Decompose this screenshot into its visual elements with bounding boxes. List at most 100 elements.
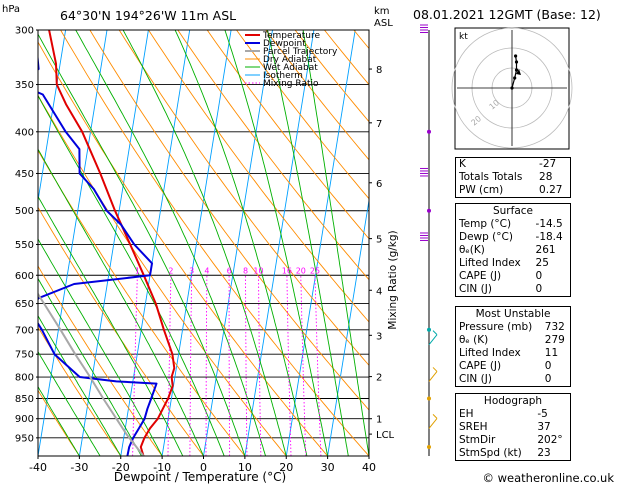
isotherm-line <box>244 30 315 456</box>
most-unstable-row: θₑ (K) 279 <box>456 334 570 347</box>
pressure-tick-label: 600 <box>15 271 34 282</box>
wet-adiabat-line <box>38 350 101 456</box>
surface-label: CAPE (J) <box>459 270 502 282</box>
km-tick-label: 7 <box>376 119 382 130</box>
hodograph-stat-label: SREH <box>459 421 488 433</box>
mixing-ratio-line <box>314 275 322 456</box>
most-unstable-title: Most Unstable <box>475 308 551 320</box>
x-tick-label: -30 <box>70 461 88 474</box>
surface-value: 0 <box>535 270 543 282</box>
mixing-ratio-label: 6 <box>227 266 232 275</box>
legend-entry: Wet Adiabat <box>263 63 318 73</box>
hodograph-stat-value: 23 <box>537 447 551 459</box>
mixing-ratio-line <box>286 275 292 456</box>
dewpoint-series-line <box>38 52 158 456</box>
dry-adiabat-line <box>148 30 369 323</box>
mixing-ratio-line <box>245 275 248 456</box>
dry-adiabat-line <box>38 265 163 456</box>
wind-barb <box>432 367 438 372</box>
hodograph-stat-value: 37 <box>537 421 551 433</box>
surface-value: 261 <box>535 244 556 256</box>
mixing-ratio-label: 20 <box>296 266 306 275</box>
wet-adiabat-line <box>266 30 349 456</box>
surface-value: -18.4 <box>535 231 563 243</box>
hodograph-ring <box>451 27 573 149</box>
hodograph-stat-value: 202° <box>537 434 563 446</box>
wet-adiabat-line <box>224 30 329 456</box>
legend-entry: Temperature <box>262 31 320 41</box>
surface-row: CIN (J) 0 <box>456 283 570 296</box>
plot-frame <box>37 29 370 457</box>
dry-adiabat-line <box>38 94 287 456</box>
dry-adiabat-line <box>38 149 246 456</box>
most-unstable-value: 279 <box>544 334 565 346</box>
hodograph-point <box>510 86 514 90</box>
isotherm-line <box>38 30 67 204</box>
datetime-label: 08.01.2021 12GMT (Base: 12) <box>413 7 601 22</box>
mixing-ratio-label: 2 <box>168 266 173 275</box>
index-row: PW (cm) 0.27 <box>456 184 570 197</box>
dry-adiabat-line <box>265 30 369 161</box>
dry-adiabat-line <box>89 30 369 411</box>
pressure-tick-label: 700 <box>15 325 34 336</box>
surface-row: Temp (°C) -14.5 <box>456 218 570 231</box>
x-tick-label: 20 <box>279 461 293 474</box>
mixing-ratio-line <box>300 275 307 456</box>
dry-adiabat-line <box>38 389 80 456</box>
km-tick-label: 2 <box>376 373 382 384</box>
most-unstable-value: 0 <box>544 360 552 372</box>
mixing-ratio-label: 4 <box>204 266 209 275</box>
legend-entry: Mixing Ratio <box>263 79 319 89</box>
most-unstable-label: θₑ (K) <box>459 334 489 346</box>
legend-entry: Isotherm <box>263 71 303 81</box>
wet-adiabat-line <box>38 314 122 456</box>
hodograph-stats-title: Hodograph <box>483 395 543 407</box>
x-tick-label: 0 <box>200 461 207 474</box>
most-unstable-label: Lifted Index <box>459 347 521 359</box>
hodograph-stats-box: Hodograph EH -5 SREH 37 StmDir 202° StmSpd (kt… <box>455 393 571 461</box>
most-unstable-value: 11 <box>544 347 559 359</box>
index-value: -27 <box>539 158 557 170</box>
hodograph-point <box>514 68 519 72</box>
isotherm-line <box>327 197 369 456</box>
pressure-tick-label: 800 <box>15 373 34 384</box>
legend-entry: Parcel Trajectory <box>263 47 338 57</box>
legend-entry: Dry Adiabat <box>263 55 317 65</box>
pressure-tick-label: 400 <box>15 127 34 138</box>
x-tick-label: 40 <box>362 461 376 474</box>
dry-adiabat-line <box>38 326 122 456</box>
pressure-tick-label: 650 <box>15 299 34 310</box>
most-unstable-value: 732 <box>544 321 565 333</box>
storm-motion-arrow <box>516 69 521 75</box>
hodograph-stat-value: -5 <box>537 408 548 420</box>
most-unstable-row: CAPE (J) 0 <box>456 360 570 373</box>
surface-label: CIN (J) <box>459 283 492 295</box>
wind-barb <box>428 418 438 429</box>
wind-barbs <box>420 24 438 456</box>
wet-adiabat-line <box>122 30 287 456</box>
location-label: 64°30'N 194°26'W 11m ASL <box>60 8 236 23</box>
x-tick-label: 10 <box>238 461 252 474</box>
asl-label: ASL <box>374 18 393 29</box>
wind-dot <box>427 327 431 332</box>
legend-entry: Dewpoint <box>263 39 306 49</box>
wind-barb <box>432 414 438 419</box>
most-unstable-table: Pressure (mb) 732 θₑ (K) 279 Lifted Index 11 C… <box>456 321 570 386</box>
mixing-ratio-label: 10 <box>253 266 263 275</box>
wind-dot <box>427 208 431 213</box>
wind-dot <box>427 396 431 401</box>
isotherm-line <box>78 30 149 456</box>
hodograph-stat-row: SREH 37 <box>456 421 570 434</box>
dry-adiabat-line <box>236 30 369 200</box>
surface-row: CAPE (J) 0 <box>456 270 570 283</box>
index-label: K <box>459 158 466 170</box>
km-tick-label: 5 <box>376 235 382 246</box>
dry-adiabat-line <box>38 206 204 456</box>
km-tick-label: 3 <box>376 331 382 342</box>
hodograph-stat-label: StmDir <box>459 434 496 446</box>
km-tick-label: 6 <box>376 179 382 190</box>
mixing-ratio-axis-label: Mixing Ratio (g/kg) <box>387 230 399 329</box>
surface-title: Surface <box>492 205 533 217</box>
